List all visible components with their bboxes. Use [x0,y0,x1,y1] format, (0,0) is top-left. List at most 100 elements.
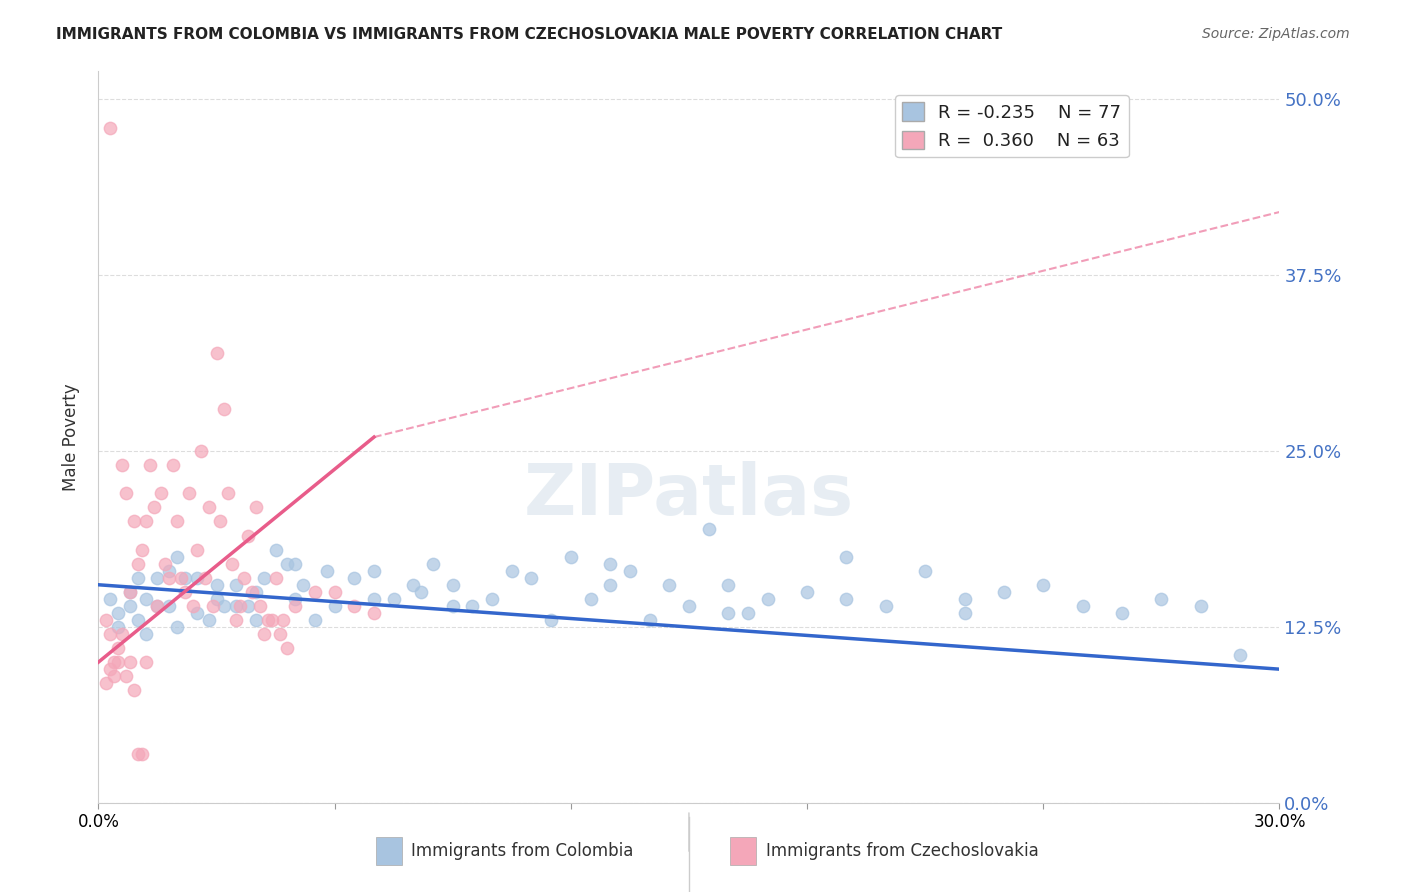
Point [245,500,267,515]
Point [225,613,247,627]
Point [875,599,897,613]
Point [993,584,1015,599]
Point [111,627,134,641]
Point [284,599,307,613]
Point [240,584,263,599]
Point [678,599,700,613]
Point [214,599,236,613]
Point [292,578,315,592]
Point [236,599,259,613]
Text: IMMIGRANTS FROM COLOMBIA VS IMMIGRANTS FROM CZECHOSLOVAKIA MALE POVERTY CORRELAT: IMMIGRANTS FROM COLOMBIA VS IMMIGRANTS F… [56,27,1002,42]
Point [343,599,366,613]
Point [127,613,149,627]
Point [249,599,271,613]
Point [122,683,145,698]
Point [560,549,582,564]
Point [953,591,976,606]
Point [619,564,641,578]
Point [146,599,169,613]
Point [441,599,464,613]
Point [190,444,212,458]
Point [157,571,180,585]
Point [264,571,287,585]
Point [717,606,740,620]
Point [501,564,523,578]
Point [146,571,169,585]
Point [205,591,228,606]
Point [122,515,145,529]
Point [717,578,740,592]
Point [363,591,385,606]
Point [131,747,153,761]
Point [115,486,138,500]
Point [135,655,157,669]
Point [98,591,121,606]
Point [658,578,681,592]
Point [323,599,346,613]
Point [796,584,818,599]
Point [135,627,157,641]
Legend: R = -0.235    N = 77, R =  0.360    N = 63: R = -0.235 N = 77, R = 0.360 N = 63 [896,95,1129,157]
Point [98,627,121,641]
Point [155,557,177,571]
Point [186,542,208,557]
Point [118,584,141,599]
Point [111,458,134,473]
Point [1189,599,1212,613]
Point [323,584,346,599]
Point [225,578,247,592]
Point [1032,578,1054,592]
Point [579,591,602,606]
Point [1229,648,1251,662]
Point [166,549,188,564]
Point [166,515,188,529]
Point [166,620,188,634]
Point [756,591,779,606]
Point [1111,606,1133,620]
Point [233,571,256,585]
Point [260,613,283,627]
Point [127,557,149,571]
Point [236,528,259,542]
Point [96,676,118,690]
Point [315,564,337,578]
Point [118,584,141,599]
Point [599,578,621,592]
Point [276,557,298,571]
Point [186,606,208,620]
Point [304,584,326,599]
Point [284,591,307,606]
Point [225,599,247,613]
Point [697,521,720,535]
Point [835,549,858,564]
Point [520,571,543,585]
Point [835,591,858,606]
Text: Source: ZipAtlas.com: Source: ZipAtlas.com [1202,27,1350,41]
Point [540,613,562,627]
Point [157,564,180,578]
Point [181,599,204,613]
Point [269,627,291,641]
Point [343,571,366,585]
Point [170,571,193,585]
Point [253,571,276,585]
Point [363,564,385,578]
Point [107,620,129,634]
Point [953,606,976,620]
Point [214,401,236,416]
Point [217,486,239,500]
Point [115,669,138,683]
Y-axis label: Male Poverty: Male Poverty [62,384,80,491]
Point [481,591,503,606]
Text: Immigrants from Colombia: Immigrants from Colombia [412,842,634,860]
Point [174,584,197,599]
Point [135,591,157,606]
Point [1150,591,1173,606]
Point [197,613,219,627]
Point [209,515,232,529]
Point [103,655,125,669]
Point [107,606,129,620]
Point [411,584,433,599]
Point [422,557,444,571]
Point [118,599,141,613]
